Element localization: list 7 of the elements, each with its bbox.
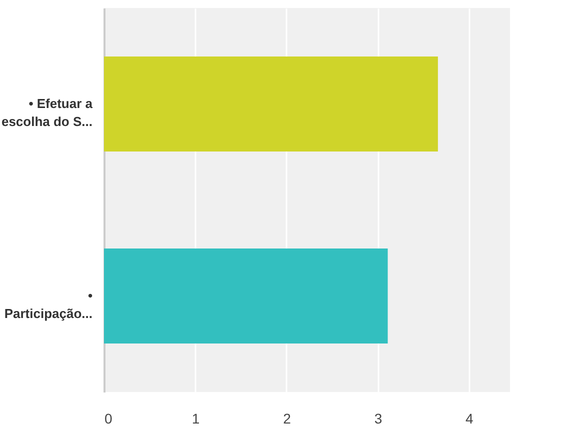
y-tick-label: • Efetuar a escolha do S... xyxy=(1,96,94,129)
x-tick-label: 0 xyxy=(104,410,112,426)
x-tick-label: 1 xyxy=(192,410,200,426)
x-tick-label: 2 xyxy=(283,410,292,426)
y-tick-label: • Participação... xyxy=(4,288,93,321)
x-tick-label: 4 xyxy=(466,410,474,426)
x-tick-label: 3 xyxy=(374,410,382,426)
